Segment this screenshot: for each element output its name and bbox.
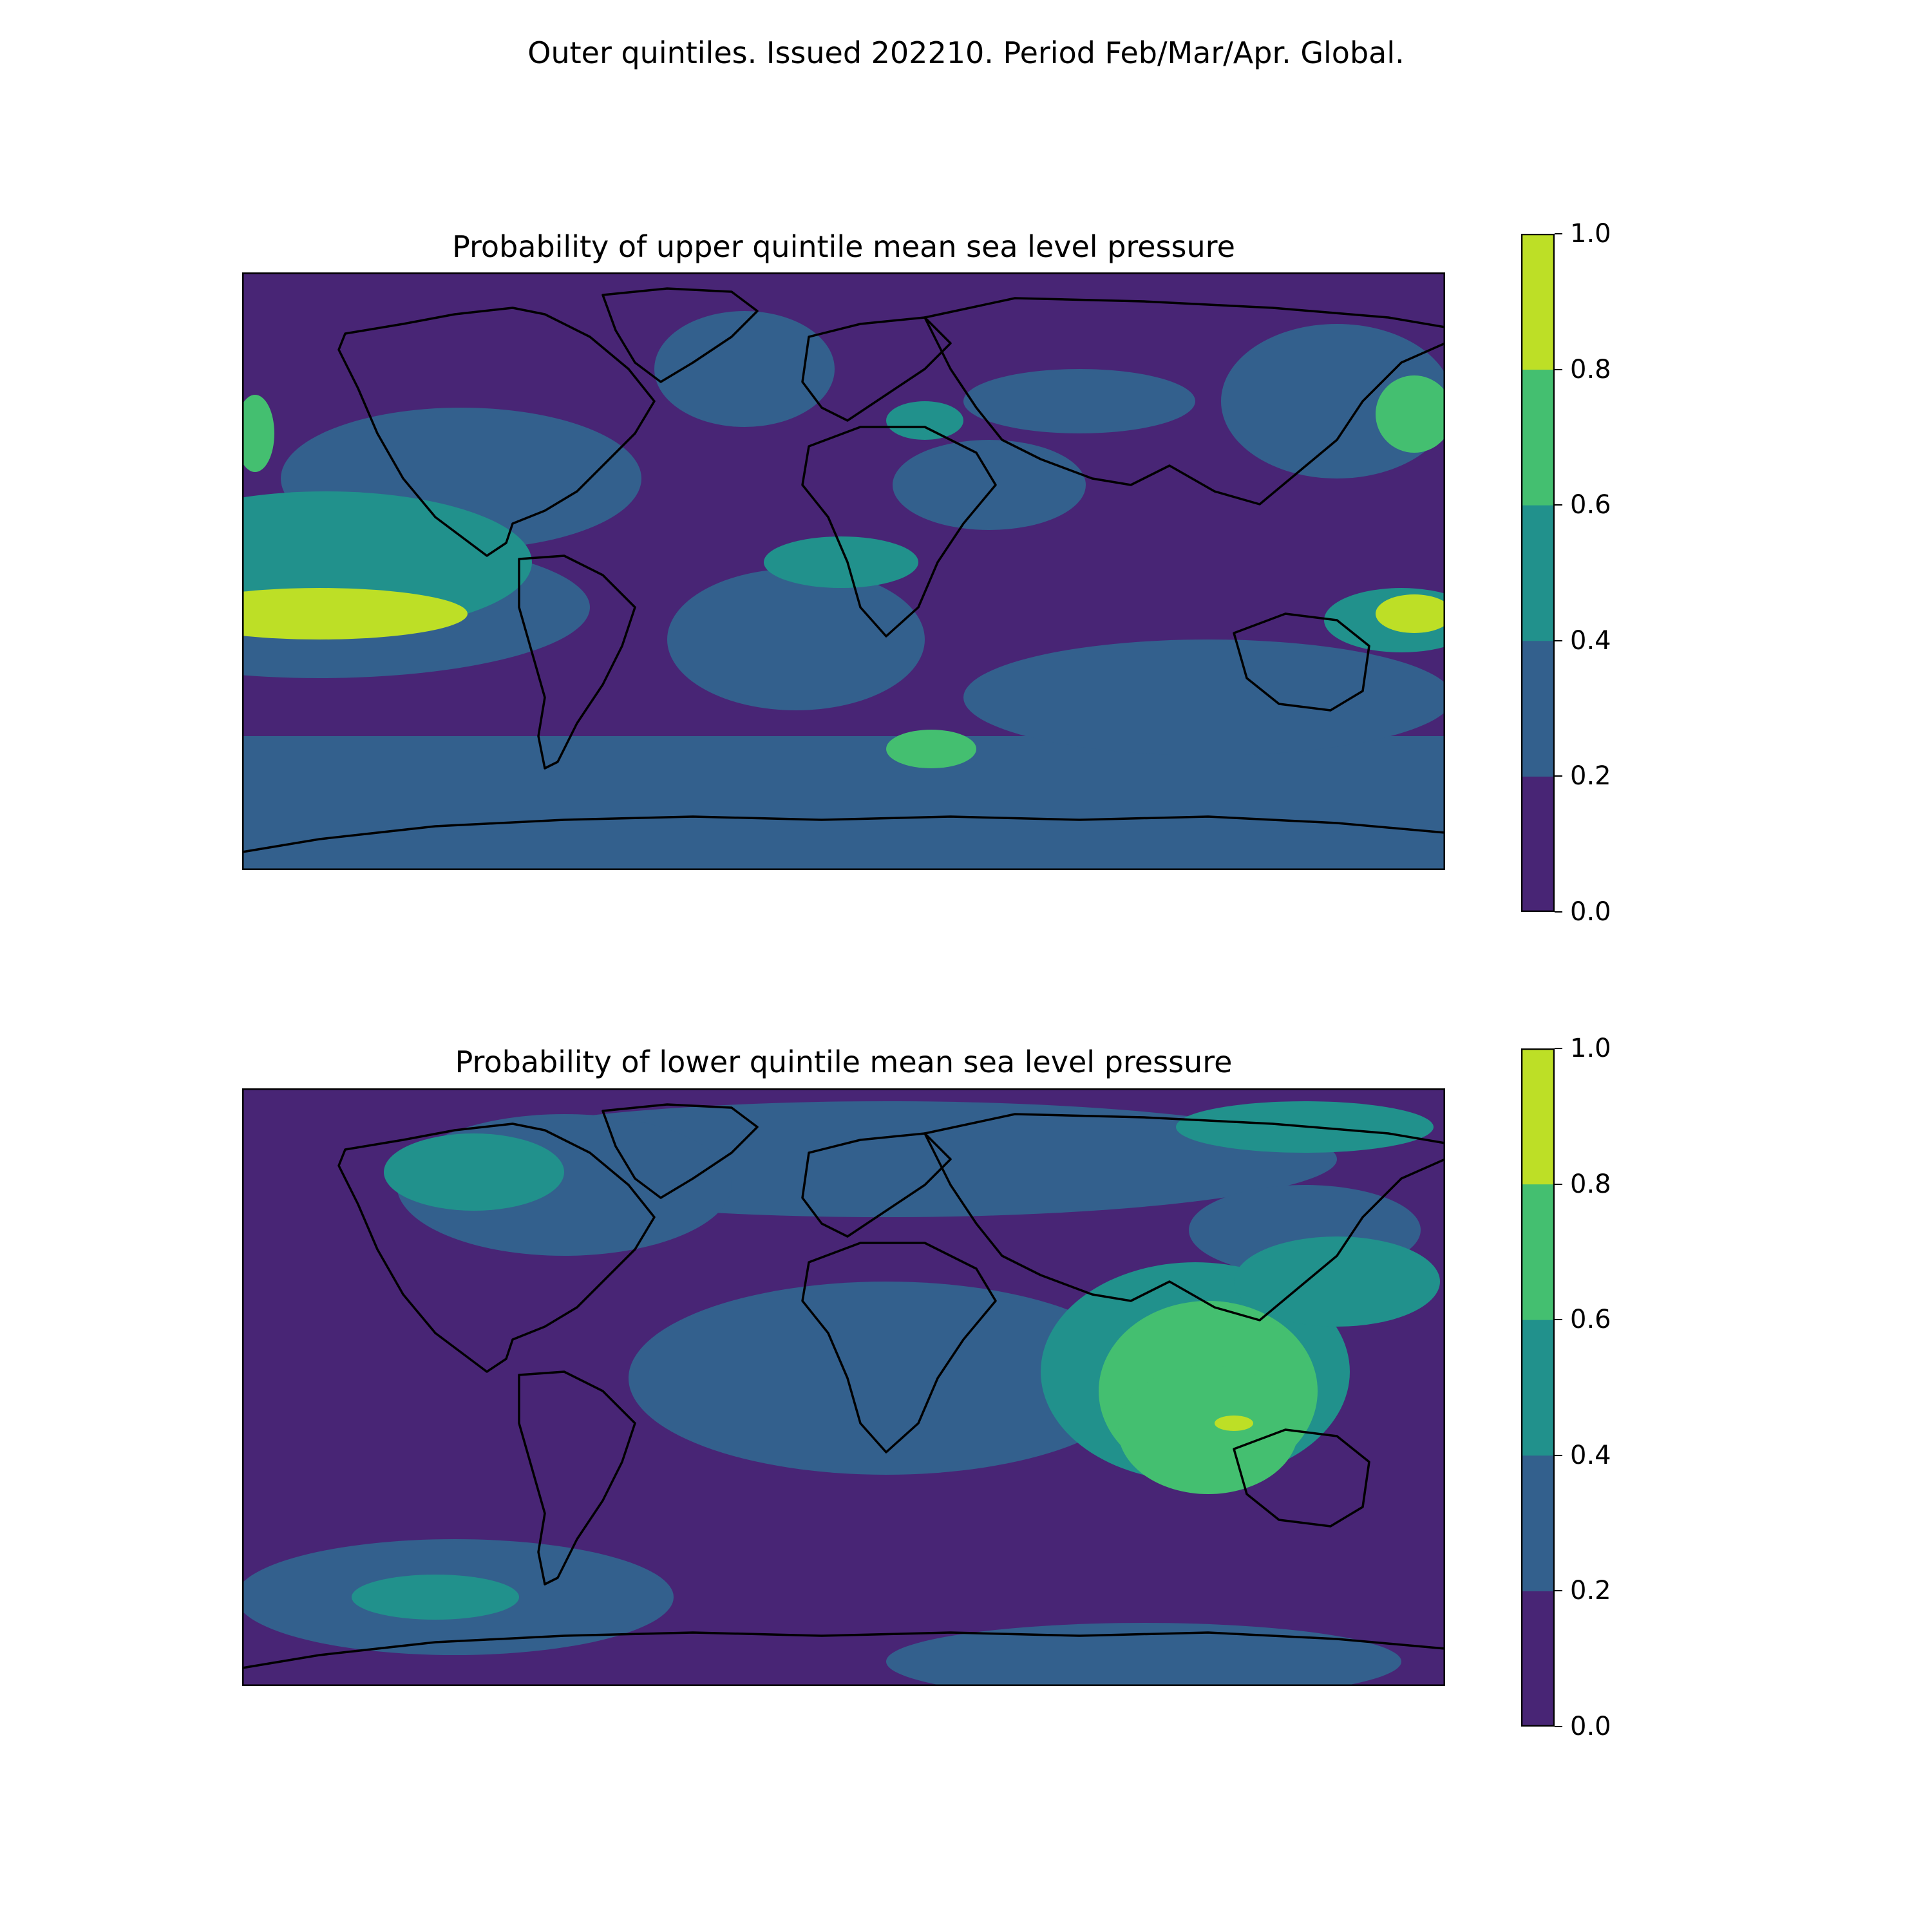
figure-title: Outer quintiles. Issued 202210. Period F…: [527, 35, 1405, 70]
colorbar-tick: [1555, 1319, 1562, 1321]
colorbar-tick-label: 0.8: [1570, 1169, 1611, 1199]
coastline: [801, 1242, 997, 1454]
colorbar-tick: [1555, 1726, 1562, 1727]
colorbar-segment: [1521, 1455, 1555, 1591]
colorbar-segment: [1521, 234, 1555, 370]
colorbar-segment: [1521, 1591, 1555, 1727]
coastline: [801, 1132, 952, 1238]
colorbar-tick: [1555, 368, 1562, 370]
colorbar-tick-label: 0.4: [1570, 1440, 1611, 1470]
colorbar-tick-label: 0.2: [1570, 761, 1611, 791]
colorbar-tick-label: 0.6: [1570, 1305, 1611, 1335]
colorbar-tick: [1555, 911, 1562, 913]
coastline: [337, 307, 656, 557]
colorbar-segment: [1521, 369, 1555, 506]
colorbar-tick-label: 1.0: [1570, 219, 1611, 249]
upper-panel-title: Probability of upper quintile mean sea l…: [452, 229, 1235, 264]
colorbar-segment: [1521, 776, 1555, 913]
colorbar-segment: [1521, 1184, 1555, 1320]
colorbar-tick-label: 0.6: [1570, 490, 1611, 520]
upper-quintile-map: [242, 272, 1445, 870]
lower-colorbar: [1520, 1048, 1555, 1727]
coastline: [337, 1122, 656, 1373]
colorbar-tick-label: 0.0: [1570, 897, 1611, 927]
colorbar-tick-label: 0.0: [1570, 1712, 1611, 1741]
colorbar-tick-label: 0.8: [1570, 354, 1611, 384]
coastline: [518, 1370, 636, 1586]
colorbar-tick: [1555, 1590, 1562, 1592]
coastline: [801, 316, 952, 422]
colorbar-tick: [1555, 1048, 1562, 1049]
colorbar-tick: [1555, 639, 1562, 641]
upper-colorbar: [1520, 233, 1555, 913]
coastline: [1233, 1428, 1370, 1528]
colorbar-tick-label: 1.0: [1570, 1034, 1611, 1063]
coastline: [923, 297, 1445, 506]
colorbar-tick: [1555, 1183, 1562, 1185]
colorbar-tick-label: 0.2: [1570, 1576, 1611, 1606]
colorbar-tick: [1555, 504, 1562, 506]
coastline: [242, 1631, 1445, 1669]
colorbar-tick-label: 0.4: [1570, 625, 1611, 656]
coastline: [601, 1103, 759, 1199]
lower-panel-title: Probability of lower quintile mean sea l…: [455, 1045, 1233, 1079]
lower-quintile-map: [242, 1088, 1445, 1686]
colorbar-segment: [1521, 640, 1555, 777]
coastline: [1233, 612, 1370, 712]
colorbar-segment: [1521, 1048, 1555, 1185]
colorbar-segment: [1521, 505, 1555, 641]
coastline: [923, 1113, 1445, 1321]
coastline: [601, 287, 759, 383]
upper-map-svg: [242, 272, 1445, 870]
colorbar-tick: [1555, 1454, 1562, 1456]
coastline: [242, 815, 1445, 853]
colorbar-tick: [1555, 775, 1562, 777]
coastline: [518, 554, 636, 770]
lower-map-svg: [242, 1088, 1445, 1686]
colorbar-tick: [1555, 233, 1562, 234]
coastline: [801, 426, 997, 638]
colorbar-segment: [1521, 1320, 1555, 1456]
